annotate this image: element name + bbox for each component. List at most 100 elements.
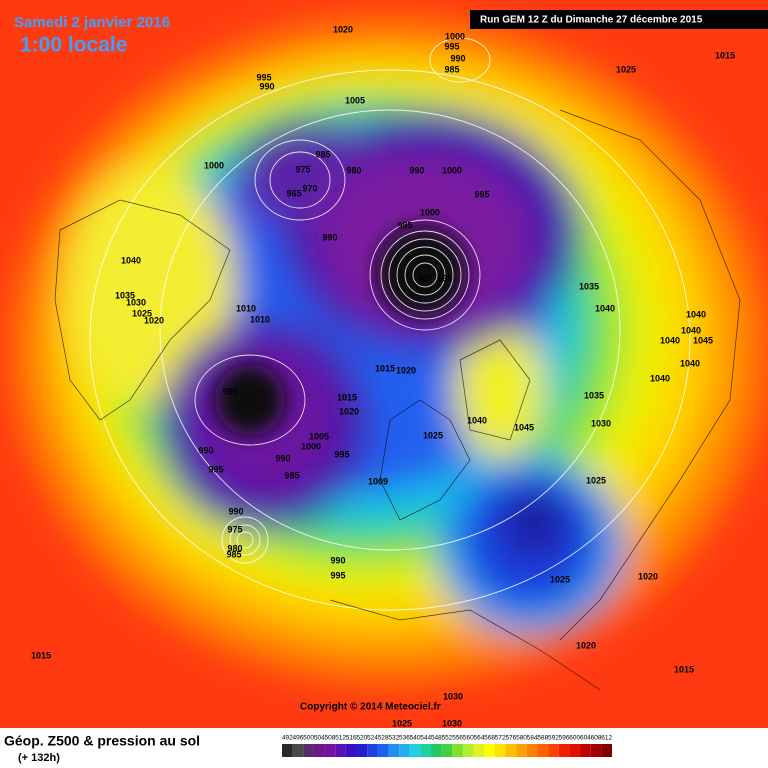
footer-title: Géop. Z500 & pression au sol bbox=[4, 733, 200, 749]
scale-label: 520 bbox=[356, 735, 367, 742]
pressure-label: 1015 bbox=[31, 650, 51, 660]
pressure-label: 1025 bbox=[132, 308, 152, 318]
pressure-label: 1020 bbox=[396, 365, 416, 375]
scale-swatch bbox=[505, 744, 517, 757]
run-info: Run GEM 12 Z du Dimanche 27 décembre 201… bbox=[480, 15, 703, 26]
date: Samedi 2 janvier 2016 bbox=[14, 14, 170, 31]
scale-swatch bbox=[399, 744, 410, 757]
pressure-label: 1015 bbox=[337, 392, 357, 402]
pressure-label: 1005 bbox=[345, 95, 365, 105]
scale-swatch bbox=[292, 744, 304, 757]
scale-label: 584 bbox=[527, 735, 538, 742]
pressure-label: 1025 bbox=[392, 718, 412, 728]
pressure-label: 1040 bbox=[686, 309, 706, 319]
copyright: Copyright © 2014 Meteociel.fr bbox=[300, 702, 441, 713]
pressure-label: 960 bbox=[417, 273, 432, 283]
pressure-label: 1020 bbox=[333, 24, 353, 34]
scale-label: 588 bbox=[537, 735, 548, 742]
scale-swatch bbox=[526, 744, 538, 757]
pressure-label: 1030 bbox=[591, 418, 611, 428]
pressure-label: 1020 bbox=[576, 640, 596, 650]
scale-swatch bbox=[473, 744, 485, 757]
geopotential-field bbox=[0, 0, 768, 728]
scale-swatch bbox=[409, 744, 421, 757]
scale-label: 572 bbox=[495, 735, 506, 742]
scale-swatch bbox=[516, 744, 527, 757]
scale-swatch bbox=[548, 744, 559, 757]
pressure-label: 1000 bbox=[442, 165, 462, 175]
pressure-label: 1030 bbox=[126, 297, 146, 307]
pressure-label: 1040 bbox=[595, 303, 615, 313]
scale-swatch bbox=[484, 744, 495, 757]
scale-label: 592 bbox=[548, 735, 559, 742]
scale-label: 516 bbox=[346, 735, 357, 742]
scale-label: 580 bbox=[516, 735, 527, 742]
scale-label: 544 bbox=[420, 735, 431, 742]
scale-swatch bbox=[431, 744, 442, 757]
scale-swatch bbox=[601, 744, 612, 757]
scale-label: 508 bbox=[324, 735, 335, 742]
pressure-label: 1009 bbox=[368, 476, 388, 486]
scale-swatch bbox=[313, 744, 325, 757]
pressure-label: 980 bbox=[346, 165, 361, 175]
pressure-label: 995 bbox=[208, 464, 223, 474]
pressure-label: 1000 bbox=[204, 160, 224, 170]
scale-label: 600 bbox=[569, 735, 580, 742]
scale-label: 576 bbox=[505, 735, 516, 742]
pressure-label: 1035 bbox=[584, 390, 604, 400]
scale-swatch bbox=[537, 744, 549, 757]
pressure-label: 990 bbox=[259, 81, 274, 91]
pressure-label: 990 bbox=[275, 453, 290, 463]
scale-label: 612 bbox=[601, 735, 612, 742]
pressure-label: 990 bbox=[330, 555, 345, 565]
scale-swatch bbox=[580, 744, 591, 757]
pressure-label: 1015 bbox=[715, 50, 735, 60]
scale-label: 596 bbox=[559, 735, 570, 742]
pressure-label: 995 bbox=[397, 220, 412, 230]
pressure-label: 1020 bbox=[144, 315, 164, 325]
pressure-label: 1040 bbox=[467, 415, 487, 425]
pressure-label: 1015 bbox=[674, 664, 694, 674]
pressure-label: 990 bbox=[322, 232, 337, 242]
pressure-label: 965 bbox=[286, 188, 301, 198]
pressure-label: 990 bbox=[222, 386, 237, 396]
scale-swatch bbox=[356, 744, 368, 757]
scale-label: 540 bbox=[410, 735, 421, 742]
scale-label: 512 bbox=[335, 735, 346, 742]
scale-label: 560 bbox=[463, 735, 474, 742]
pressure-label: 1015 bbox=[375, 363, 395, 373]
scale-label: 536 bbox=[399, 735, 410, 742]
scale-label: 496 bbox=[293, 735, 304, 742]
scale-swatch bbox=[569, 744, 581, 757]
pressure-label: 995 bbox=[256, 72, 271, 82]
pressure-label: 1010 bbox=[236, 303, 256, 313]
scale-swatch bbox=[335, 744, 346, 757]
scale-label: 608 bbox=[591, 735, 602, 742]
pressure-label: 970 bbox=[302, 183, 317, 193]
pressure-label: 1025 bbox=[550, 574, 570, 584]
scale-swatch bbox=[441, 744, 453, 757]
pressure-label: 1005 bbox=[309, 431, 329, 441]
scale-label: 528 bbox=[378, 735, 389, 742]
scale-swatch bbox=[388, 744, 400, 757]
pressure-label: 1040 bbox=[660, 335, 680, 345]
scale-swatch bbox=[324, 744, 336, 757]
pressure-label: 1020 bbox=[638, 571, 658, 581]
scale-label: 548 bbox=[431, 735, 442, 742]
pressure-label: 1030 bbox=[443, 691, 463, 701]
scale-swatch bbox=[494, 744, 506, 757]
pressure-label: 1035 bbox=[115, 290, 135, 300]
pressure-label: 1040 bbox=[121, 255, 141, 265]
pressure-label: 980 bbox=[227, 543, 242, 553]
scale-swatch bbox=[452, 744, 463, 757]
scale-label: 552 bbox=[442, 735, 453, 742]
scale-swatch bbox=[377, 744, 389, 757]
scale-swatch bbox=[462, 744, 474, 757]
pressure-label: 1030 bbox=[442, 718, 462, 728]
pressure-label: 1035 bbox=[579, 281, 599, 291]
pressure-label: 1040 bbox=[681, 325, 701, 335]
pressure-label: 1025 bbox=[423, 430, 443, 440]
scale-swatch bbox=[558, 744, 570, 757]
